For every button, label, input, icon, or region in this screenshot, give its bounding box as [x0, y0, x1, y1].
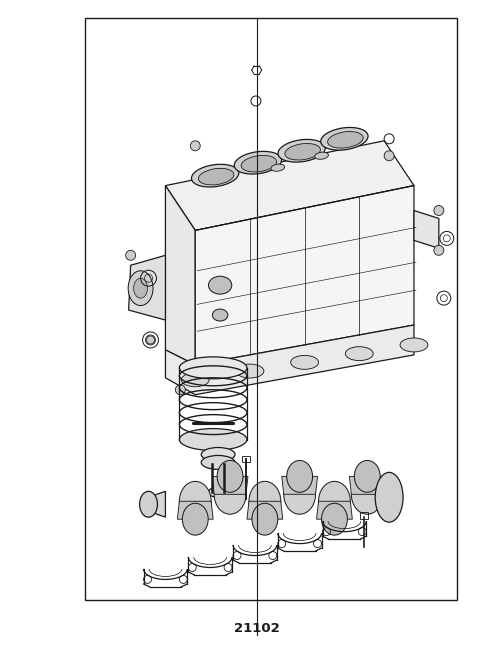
Polygon shape [148, 491, 166, 517]
Ellipse shape [208, 276, 232, 294]
Ellipse shape [346, 347, 373, 361]
Ellipse shape [236, 364, 264, 378]
Ellipse shape [284, 474, 315, 514]
Ellipse shape [180, 428, 247, 451]
Ellipse shape [217, 461, 243, 492]
Ellipse shape [271, 164, 285, 171]
Circle shape [190, 141, 200, 150]
Bar [360, 512, 368, 519]
Ellipse shape [180, 357, 247, 379]
Ellipse shape [319, 482, 350, 521]
Ellipse shape [351, 474, 383, 514]
Polygon shape [166, 186, 195, 365]
Circle shape [145, 335, 156, 345]
Ellipse shape [285, 143, 320, 160]
Circle shape [434, 245, 444, 256]
Circle shape [126, 250, 136, 260]
Polygon shape [195, 186, 414, 365]
Ellipse shape [181, 373, 209, 387]
Ellipse shape [212, 309, 228, 321]
Ellipse shape [234, 151, 282, 174]
Polygon shape [178, 501, 213, 519]
Ellipse shape [291, 355, 319, 369]
Polygon shape [247, 501, 283, 519]
Ellipse shape [182, 503, 208, 535]
Ellipse shape [128, 271, 153, 306]
Circle shape [434, 206, 444, 215]
Polygon shape [166, 325, 414, 395]
Ellipse shape [249, 482, 281, 521]
Ellipse shape [354, 461, 380, 492]
Ellipse shape [241, 156, 276, 172]
Polygon shape [212, 476, 248, 494]
Ellipse shape [375, 472, 403, 522]
Circle shape [175, 385, 185, 395]
Text: 21102: 21102 [234, 622, 279, 635]
Polygon shape [166, 141, 414, 231]
Polygon shape [414, 210, 439, 248]
Ellipse shape [321, 127, 368, 150]
Ellipse shape [252, 503, 278, 535]
Ellipse shape [214, 474, 246, 514]
Ellipse shape [133, 278, 147, 298]
Ellipse shape [198, 168, 234, 185]
Polygon shape [282, 476, 318, 494]
Polygon shape [349, 476, 385, 494]
Polygon shape [129, 256, 166, 320]
Bar [85, 18, 457, 600]
Ellipse shape [192, 164, 239, 187]
Ellipse shape [328, 131, 363, 148]
Circle shape [384, 150, 394, 161]
Ellipse shape [201, 447, 235, 461]
Ellipse shape [287, 461, 312, 492]
Bar [242, 457, 250, 463]
Ellipse shape [208, 487, 228, 497]
Ellipse shape [322, 503, 348, 535]
Ellipse shape [201, 455, 235, 469]
Ellipse shape [140, 491, 157, 517]
Ellipse shape [180, 482, 211, 521]
Ellipse shape [400, 338, 428, 352]
Polygon shape [316, 501, 352, 519]
Ellipse shape [314, 152, 328, 159]
Ellipse shape [278, 139, 325, 162]
